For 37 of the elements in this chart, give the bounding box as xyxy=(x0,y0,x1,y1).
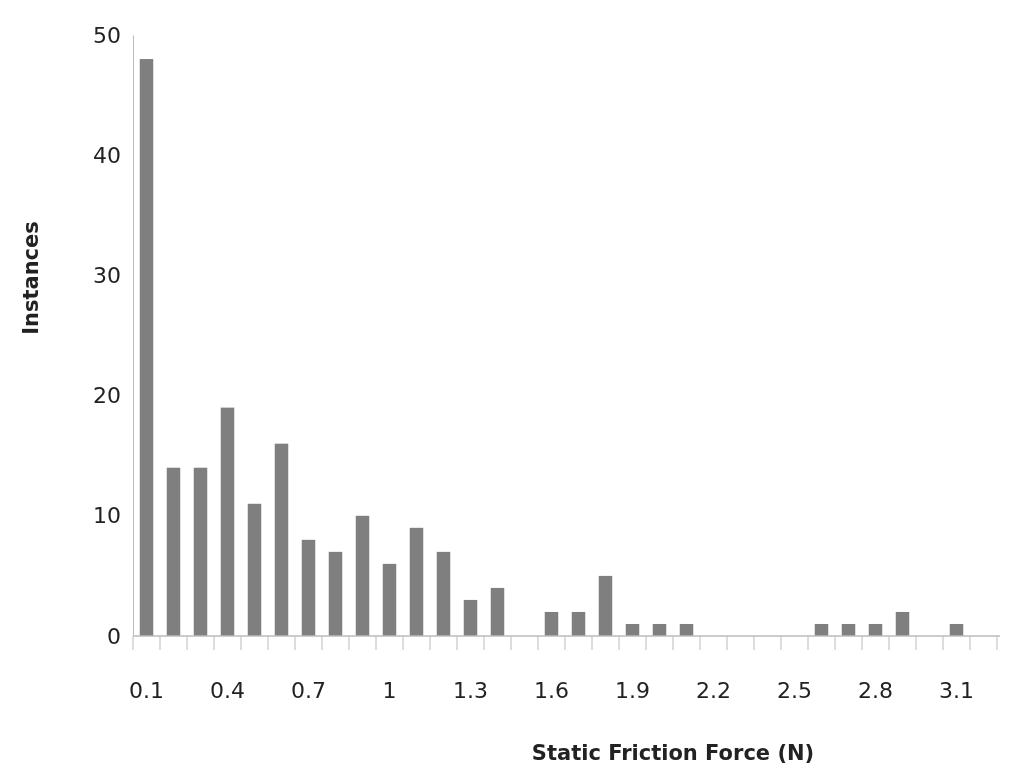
bar xyxy=(409,527,424,636)
bar xyxy=(301,539,316,636)
y-tick-label: 10 xyxy=(93,503,121,529)
y-axis-title: Instances xyxy=(19,221,43,335)
bar xyxy=(220,407,235,636)
x-tick-label: 2.8 xyxy=(858,677,893,703)
bar xyxy=(571,611,586,636)
x-tick-label: 0.7 xyxy=(291,677,326,703)
bar xyxy=(490,587,505,636)
bar xyxy=(895,611,910,636)
x-axis-title: Static Friction Force (N) xyxy=(531,741,815,765)
bar xyxy=(355,515,370,636)
x-tick-label: 2.5 xyxy=(777,677,812,703)
x-tick-label: 0.4 xyxy=(210,677,245,703)
x-tick-label: 1 xyxy=(382,677,397,703)
y-tick-label: 50 xyxy=(93,22,121,48)
x-tick-label: 1.6 xyxy=(534,677,569,703)
y-tick-label: 0 xyxy=(107,623,121,649)
x-tick-label: 0.1 xyxy=(129,677,164,703)
bar xyxy=(544,611,559,636)
y-tick-label: 20 xyxy=(93,383,121,409)
x-tick-label: 1.3 xyxy=(453,677,488,703)
bar xyxy=(463,599,478,636)
x-tick-label: 2.2 xyxy=(696,677,731,703)
bar xyxy=(274,443,289,636)
bar xyxy=(382,563,397,636)
y-tick-label: 30 xyxy=(93,262,121,288)
bar xyxy=(139,59,154,636)
x-tick-label: 3.1 xyxy=(939,677,974,703)
bar xyxy=(598,575,613,636)
bar xyxy=(436,551,451,636)
bar xyxy=(247,503,262,636)
bar xyxy=(166,467,181,636)
bar xyxy=(193,467,208,636)
y-tick-label: 40 xyxy=(93,142,121,168)
x-tick-label: 1.9 xyxy=(615,677,650,703)
bar xyxy=(328,551,343,636)
